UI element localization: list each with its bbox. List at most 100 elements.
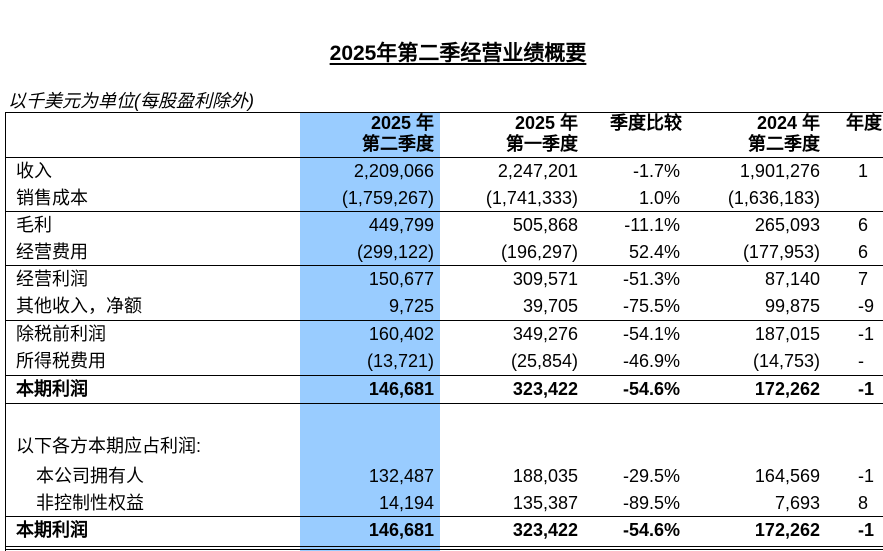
table-top-border [5, 112, 883, 113]
value-qoq: -51.3% [622, 269, 680, 289]
value-q2-2024: (177,953) [742, 242, 820, 262]
table-row-non-controlling: 非控制性权益 14,194 135,387 -89.5% 7,693 8 [0, 490, 883, 517]
value-yoy: -1 [858, 466, 875, 486]
rule-after-other-income [6, 320, 883, 321]
value-yoy: -1 [858, 520, 875, 540]
value-qoq: -54.1% [622, 324, 680, 344]
rule-after-tax [6, 375, 883, 376]
value-q1-2025: 39,705 [522, 296, 578, 316]
value-q1-2025: 2,247,201 [497, 161, 578, 181]
table-left-border [5, 112, 6, 551]
value-qoq: -11.1% [624, 215, 680, 235]
rule-after-profit [6, 403, 883, 404]
header-q2-2025: 2025 年 第二季度 [362, 113, 434, 155]
row-label: 除税前利润 [16, 324, 106, 344]
row-label: 本期利润 [16, 520, 88, 540]
header-q2-2024: 2024 年 第二季度 [748, 113, 820, 155]
value-qoq: -75.5% [622, 296, 680, 316]
value-q1-2025: 505,868 [512, 215, 578, 235]
value-q2-2024: 99,875 [764, 296, 820, 316]
value-yoy: 1 [858, 161, 869, 181]
value-yoy: 6 [858, 215, 869, 235]
row-label: 本期利润 [16, 379, 88, 399]
value-q2-2024: 172,262 [754, 379, 820, 399]
value-q2-2024: 187,015 [754, 324, 820, 344]
header-q2-2024-quarter: 第二季度 [748, 134, 820, 154]
value-q2-2025: 160,402 [368, 324, 434, 344]
value-q2-2024: 265,093 [754, 215, 820, 235]
value-q2-2025: 449,799 [368, 215, 434, 235]
table-row-cost-of-sales: 销售成本 (1,759,267) (1,741,333) 1.0% (1,636… [0, 185, 883, 212]
table-row-revenue: 收入 2,209,066 2,247,201 -1.7% 1,901,276 1 [0, 158, 883, 185]
value-qoq: -54.6% [622, 520, 680, 540]
value-q2-2025: 2,209,066 [353, 161, 434, 181]
value-q1-2025: 323,422 [512, 379, 578, 399]
row-label: 经营利润 [16, 269, 88, 289]
row-label: 经营费用 [16, 242, 88, 262]
unit-note: 以千美元为单位(每股盈利除外) [8, 91, 254, 111]
value-q2-2024: 172,262 [754, 520, 820, 540]
value-q2-2024: 164,569 [754, 466, 820, 486]
attribution-heading-row: 以下各方本期应占利润: [0, 433, 883, 460]
row-label: 非控制性权益 [36, 493, 144, 513]
value-q1-2025: 349,276 [512, 324, 578, 344]
value-qoq: -89.5% [622, 493, 680, 513]
table-row-operating-expenses: 经营费用 (299,122) (196,297) 52.4% (177,953)… [0, 239, 883, 266]
final-double-rule-top [6, 546, 883, 547]
value-q2-2025: (13,721) [366, 351, 434, 371]
value-q2-2024: 87,140 [764, 269, 820, 289]
header-yoy: 年度 [846, 113, 882, 134]
header-yoy-label: 年度 [846, 113, 882, 133]
value-q1-2025: 188,035 [512, 466, 578, 486]
value-q2-2025: (299,122) [356, 242, 434, 262]
row-label: 其他收入，净额 [16, 296, 142, 316]
row-label: 毛利 [16, 215, 52, 235]
value-q2-2024: 1,901,276 [739, 161, 820, 181]
header-q2-2025-year: 2025 年 [370, 113, 434, 133]
value-q1-2025: (25,854) [510, 351, 578, 371]
value-yoy: 7 [858, 269, 869, 289]
header-q1-2025: 2025 年 第一季度 [506, 113, 578, 155]
value-q2-2025: 150,677 [368, 269, 434, 289]
table-row-gross-profit: 毛利 449,799 505,868 -11.1% 265,093 6 [0, 212, 883, 239]
row-label: 本公司拥有人 [36, 466, 144, 486]
value-qoq: -46.9% [622, 351, 680, 371]
rule-after-opex [6, 265, 883, 266]
value-q2-2025: 146,681 [368, 379, 434, 399]
value-q1-2025: 135,387 [512, 493, 578, 513]
table-row-income-tax: 所得税费用 (13,721) (25,854) -46.9% (14,753) … [0, 348, 883, 375]
value-qoq: -29.5% [622, 466, 680, 486]
table-row-operating-profit: 经营利润 150,677 309,571 -51.3% 87,140 7 [0, 266, 883, 293]
header-qoq-label: 季度比较 [610, 113, 682, 133]
rule-after-cost [6, 211, 883, 212]
value-q2-2025: 9,725 [388, 296, 434, 316]
header-bottom-rule [6, 157, 883, 158]
value-yoy: -1 [858, 324, 875, 344]
value-yoy: 6 [858, 242, 869, 262]
value-q2-2024: (14,753) [752, 351, 820, 371]
row-label: 收入 [16, 161, 52, 181]
value-qoq: -1.7% [632, 161, 680, 181]
value-yoy: 8 [858, 493, 869, 513]
row-label: 销售成本 [16, 188, 88, 208]
current-quarter-highlight [300, 113, 440, 551]
header-q2-2025-quarter: 第二季度 [362, 134, 434, 154]
value-yoy: - [858, 351, 864, 371]
value-q2-2025: 14,194 [378, 493, 434, 513]
value-yoy: -1 [858, 379, 875, 399]
value-q2-2024: (1,636,183) [727, 188, 820, 208]
header-q1-2025-quarter: 第一季度 [506, 134, 578, 154]
table-row-profit-for-period: 本期利润 146,681 323,422 -54.6% 172,262 -1 [0, 376, 883, 403]
rule-before-final [6, 516, 883, 517]
attribution-heading: 以下各方本期应占利润: [16, 436, 201, 456]
value-q2-2025: (1,759,267) [341, 188, 434, 208]
table-row-profit-before-tax: 除税前利润 160,402 349,276 -54.1% 187,015 -1 [0, 321, 883, 348]
value-q1-2025: (196,297) [500, 242, 578, 262]
table-row-owners: 本公司拥有人 132,487 188,035 -29.5% 164,569 -1 [0, 463, 883, 490]
value-q2-2024: 7,693 [774, 493, 820, 513]
table-row-profit-total: 本期利润 146,681 323,422 -54.6% 172,262 -1 [0, 517, 883, 544]
row-label: 所得税费用 [16, 351, 106, 371]
header-q1-2025-year: 2025 年 [514, 113, 578, 133]
value-qoq: 1.0% [638, 188, 680, 208]
header-q2-2024-year: 2024 年 [756, 113, 820, 133]
